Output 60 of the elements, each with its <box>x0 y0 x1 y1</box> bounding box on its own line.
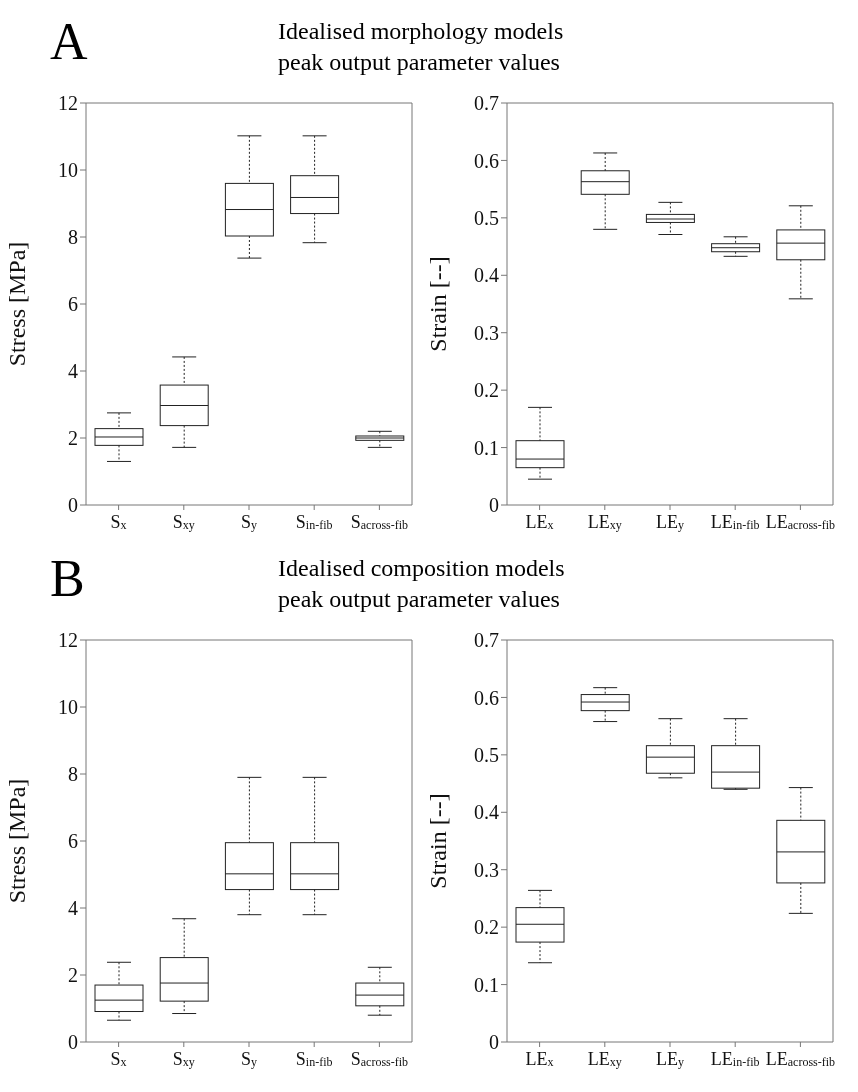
chart-subtitle: peak output parameter values <box>278 48 561 77</box>
x-tick-label: LExy <box>587 1049 622 1069</box>
x-tick-label: LEin-fib <box>710 512 760 532</box>
y-tick-label: 0.4 <box>474 264 499 287</box>
y-tick-label: 0.3 <box>474 858 499 881</box>
y-axis-title: Strain [--] <box>424 793 451 889</box>
y-tick-label: 0.6 <box>474 686 499 709</box>
y-tick-label: 0 <box>489 1031 499 1054</box>
x-tick-label: Sx <box>110 512 127 532</box>
y-tick-label: 10 <box>58 159 78 182</box>
y-tick-label: 0.7 <box>474 92 499 115</box>
y-tick-label: 8 <box>68 226 78 249</box>
y-tick-label: 0.5 <box>474 743 499 766</box>
x-tick-label: Sxy <box>172 512 195 532</box>
y-tick-label: 0 <box>489 494 499 517</box>
y-tick-label: 0 <box>68 1031 78 1054</box>
y-tick-label: 8 <box>68 763 78 786</box>
y-tick-label: 2 <box>68 964 78 987</box>
x-tick-label: LEy <box>656 1049 684 1069</box>
y-tick-label: 0.3 <box>474 321 499 344</box>
y-tick-label: 6 <box>68 293 78 316</box>
y-tick-label: 0.1 <box>474 973 499 996</box>
y-tick-label: 2 <box>68 427 78 450</box>
y-tick-label: 0.2 <box>474 379 499 402</box>
x-tick-label: LEacross-fib <box>765 1049 836 1069</box>
y-tick-label: 6 <box>68 830 78 853</box>
y-tick-label: 0.2 <box>474 916 499 939</box>
text: B <box>50 549 85 609</box>
chart-subtitle: peak output parameter values <box>278 585 561 614</box>
chart-title: Idealised composition models <box>278 554 565 583</box>
y-tick-label: 10 <box>58 696 78 719</box>
chart-title: Idealised morphology models <box>278 17 564 46</box>
x-tick-label: LEacross-fib <box>765 512 836 532</box>
text: A <box>50 12 88 72</box>
x-tick-label: LEx <box>525 512 554 532</box>
y-tick-label: 0 <box>68 494 78 517</box>
y-tick-label: 0.1 <box>474 436 499 459</box>
y-tick-label: 0.7 <box>474 629 499 652</box>
x-tick-label: LEx <box>525 1049 554 1069</box>
x-tick-label: Sy <box>240 512 258 532</box>
y-tick-label: 4 <box>68 897 78 920</box>
y-tick-label: 4 <box>68 360 78 383</box>
x-tick-label: Sacross-fib <box>350 512 409 532</box>
y-axis-title: Stress [MPa] <box>3 778 30 904</box>
x-tick-label: Sin-fib <box>295 1049 333 1069</box>
y-axis-title: Strain [--] <box>424 256 451 352</box>
y-tick-label: 0.6 <box>474 149 499 172</box>
x-tick-label: LEy <box>656 512 684 532</box>
x-tick-label: Sxy <box>172 1049 195 1069</box>
x-tick-label: Sacross-fib <box>350 1049 409 1069</box>
y-tick-label: 12 <box>58 629 78 652</box>
y-axis-title: Stress [MPa] <box>3 241 30 367</box>
y-tick-label: 12 <box>58 92 78 115</box>
x-tick-label: Sin-fib <box>295 512 333 532</box>
x-tick-label: Sy <box>240 1049 258 1069</box>
x-tick-label: LEin-fib <box>710 1049 760 1069</box>
x-tick-label: LExy <box>587 512 622 532</box>
x-tick-label: Sx <box>110 1049 127 1069</box>
y-tick-label: 0.4 <box>474 801 499 824</box>
y-tick-label: 0.5 <box>474 206 499 229</box>
